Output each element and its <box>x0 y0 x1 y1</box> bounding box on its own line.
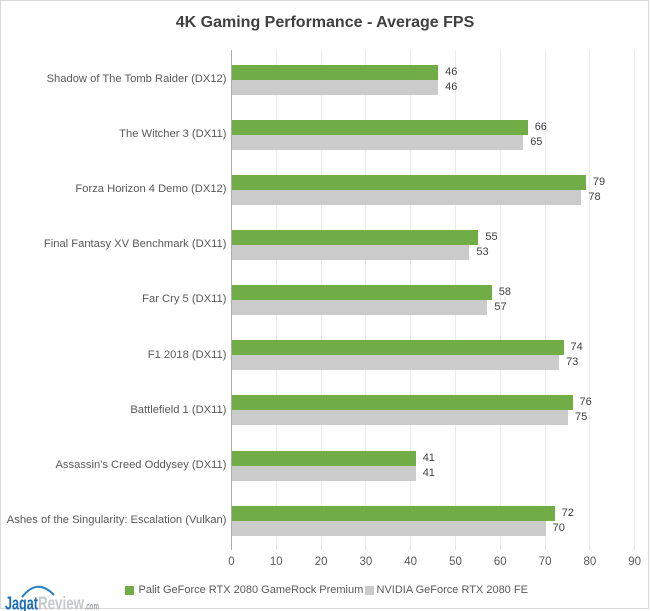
svg-text:Jagat: Jagat <box>5 594 38 611</box>
svg-text:.com: .com <box>85 601 100 611</box>
svg-text:Review: Review <box>38 594 85 611</box>
